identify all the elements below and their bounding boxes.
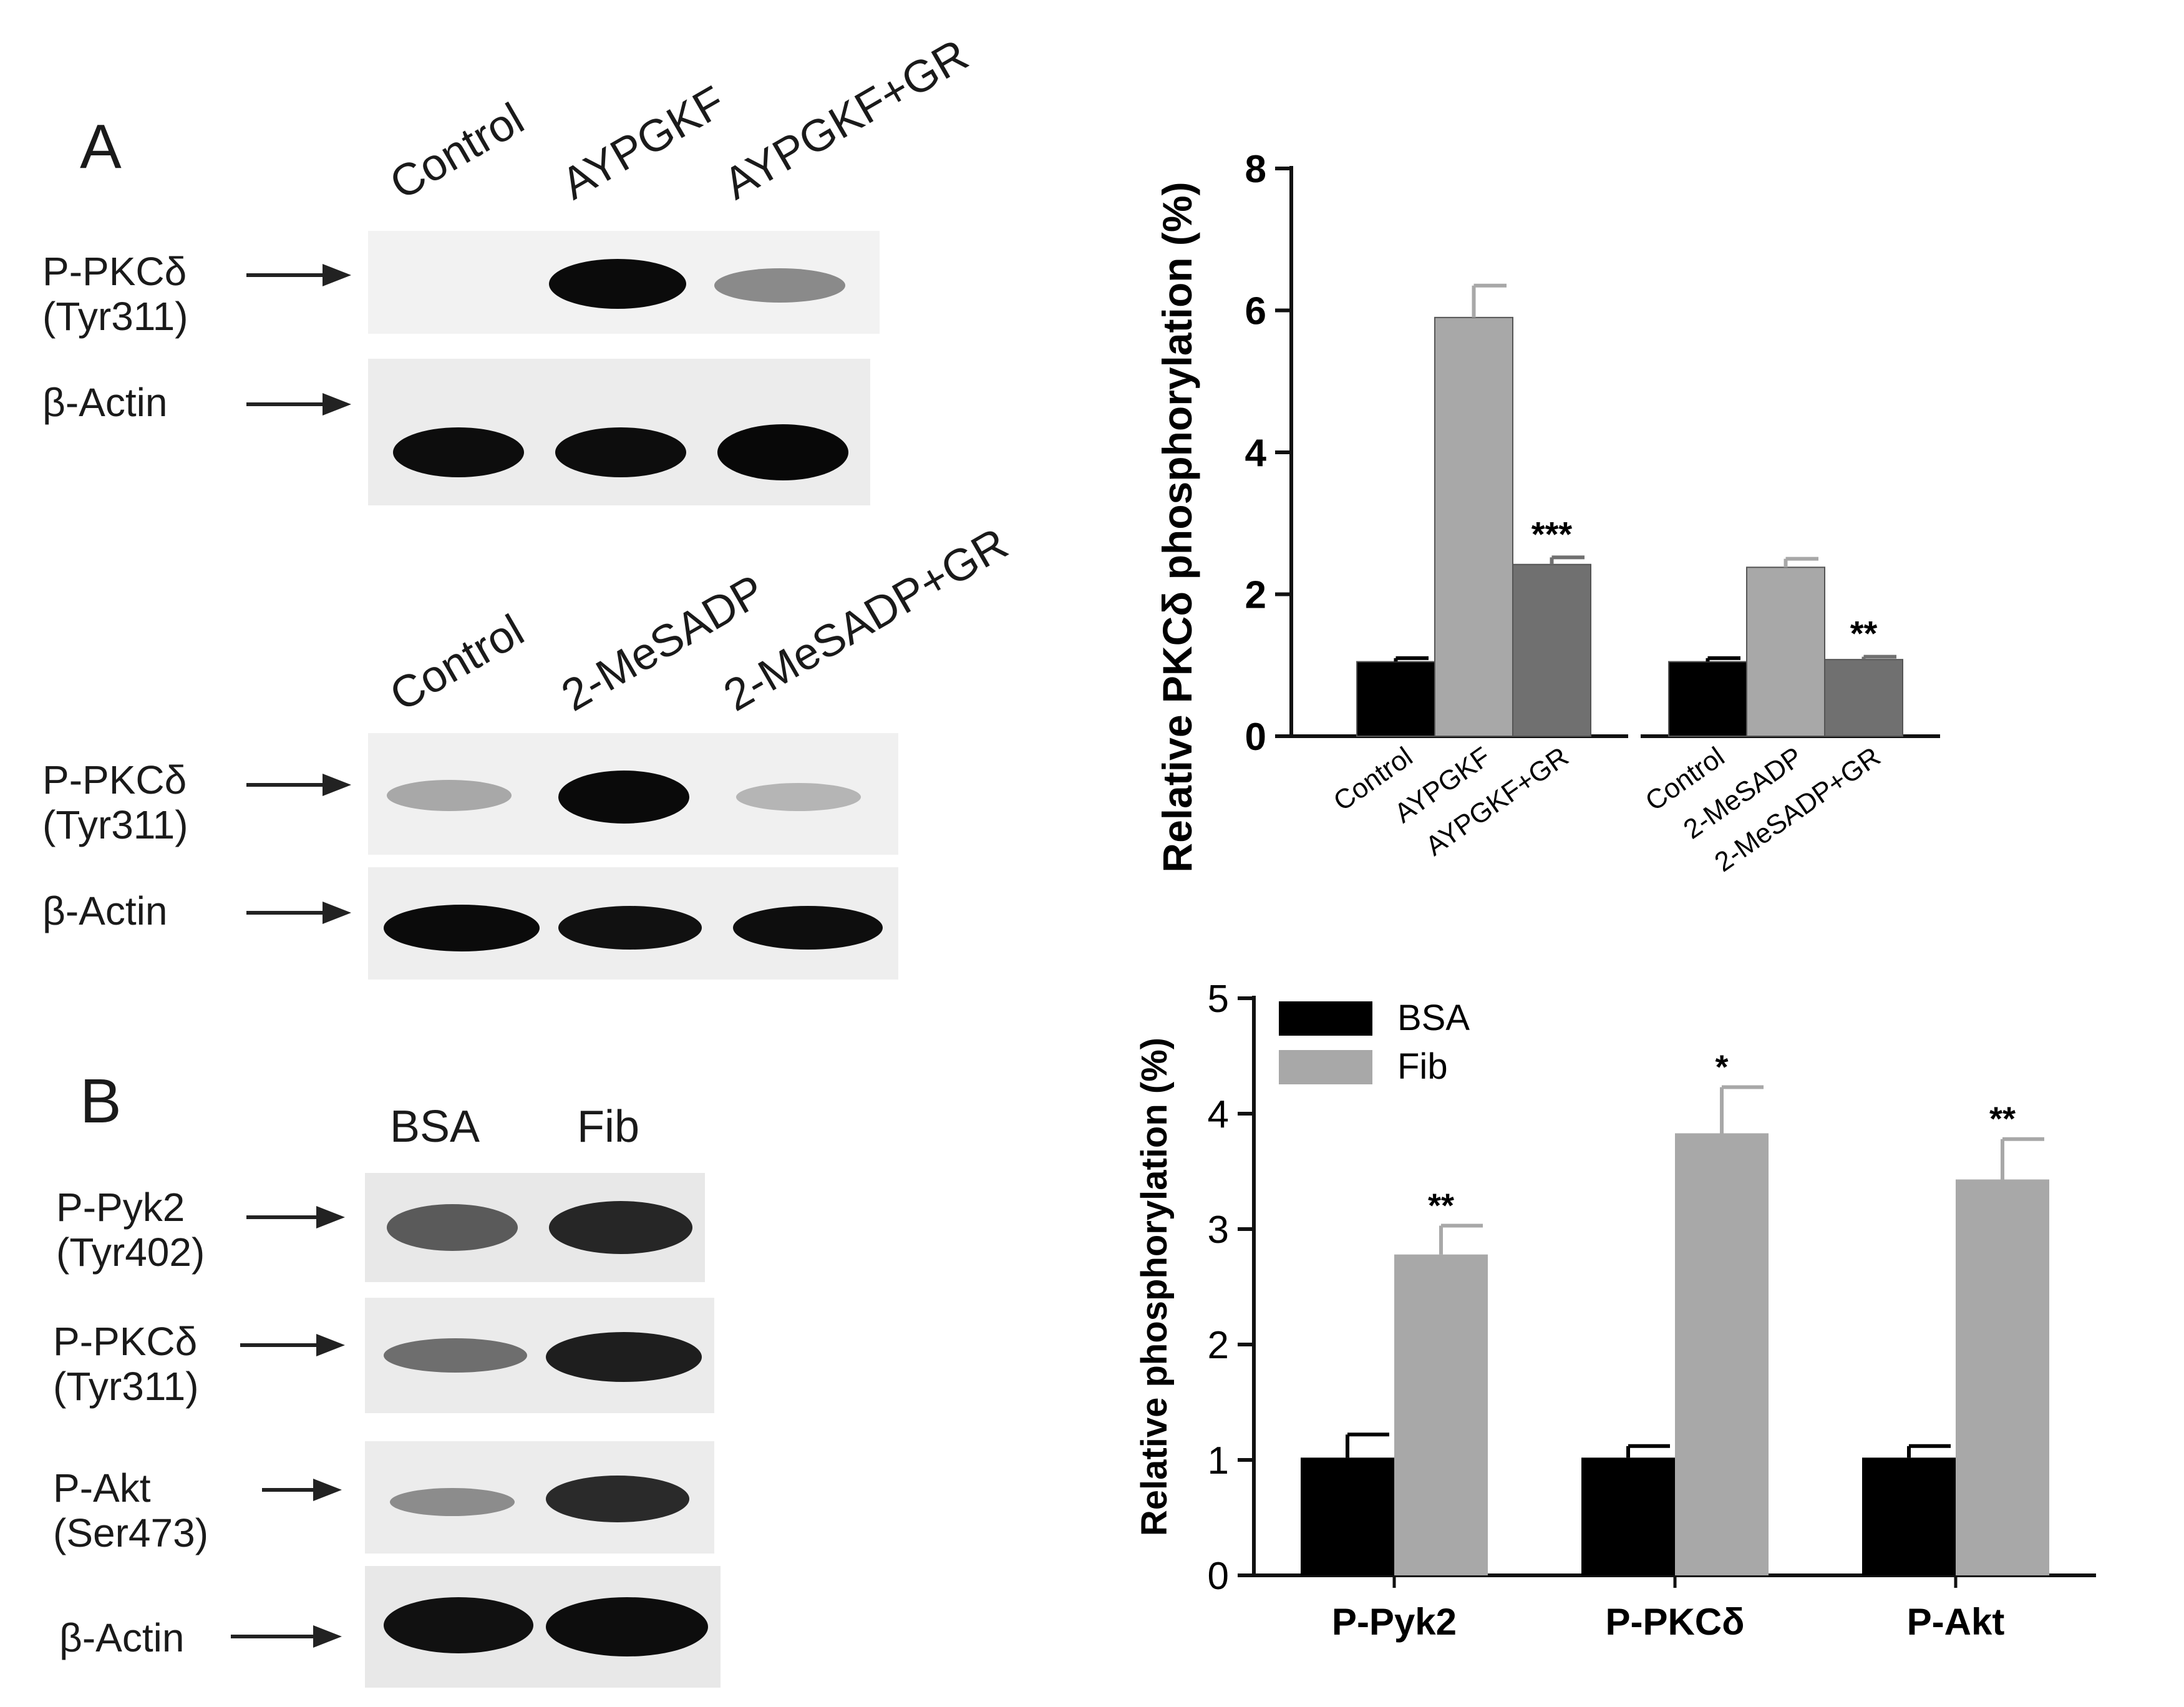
panel-b-ppkc-membrane bbox=[365, 1298, 714, 1413]
blot1-row-label: β-Actin bbox=[42, 380, 168, 425]
panel-a-letter: A bbox=[80, 112, 122, 182]
western-band bbox=[393, 427, 524, 477]
panel-b-actin-membrane bbox=[365, 1566, 721, 1688]
western-band bbox=[714, 268, 845, 303]
panel-b-lane-label: Fib bbox=[577, 1102, 640, 1152]
blot1-ppkc-membrane bbox=[368, 231, 880, 334]
arrow-icon bbox=[246, 1206, 345, 1228]
bar bbox=[1675, 1133, 1769, 1575]
panel-b-row-label: P-Pyk2 (Tyr402) bbox=[56, 1185, 205, 1275]
y-tick-label: 0 bbox=[1208, 1555, 1229, 1598]
bar bbox=[1824, 659, 1903, 737]
bar bbox=[1301, 1457, 1394, 1575]
western-band bbox=[384, 1338, 527, 1373]
arrow-icon bbox=[231, 1625, 342, 1648]
significance-label: ** bbox=[1428, 1187, 1454, 1224]
significance-label: ** bbox=[1850, 614, 1878, 653]
western-band bbox=[384, 1597, 533, 1653]
significance-label: *** bbox=[1531, 514, 1573, 553]
bar bbox=[1356, 661, 1435, 737]
y-tick-label: 8 bbox=[1245, 148, 1266, 191]
legend-swatch bbox=[1279, 1001, 1372, 1036]
bar bbox=[1956, 1179, 2049, 1575]
arrow-icon bbox=[246, 393, 351, 416]
western-band bbox=[546, 1597, 708, 1656]
western-band bbox=[546, 1332, 702, 1382]
blot1-lane-label: Control bbox=[382, 94, 533, 210]
panel-b-letter: B bbox=[80, 1066, 122, 1136]
western-band bbox=[558, 771, 689, 824]
panel-b-row-label: β-Actin bbox=[59, 1615, 185, 1660]
panel-b-ppyk2-membrane bbox=[365, 1173, 705, 1282]
x-tick-label: P-Akt bbox=[1907, 1601, 2005, 1643]
western-band bbox=[549, 259, 686, 309]
y-tick-label: 5 bbox=[1208, 978, 1229, 1021]
panel-b-row-label: P-Akt (Ser473) bbox=[53, 1466, 208, 1555]
western-band bbox=[390, 1488, 515, 1516]
bar bbox=[1668, 661, 1747, 737]
legend-swatch bbox=[1279, 1050, 1372, 1084]
blot2-ppkc-membrane bbox=[368, 733, 898, 855]
legend-label: BSA bbox=[1397, 998, 1470, 1038]
relative-phosphorylation-bar-chart: 0 1 2 3 4 5 ** P-Pyk2 * P-PKCδ ** P-Akt BSA Fib Relati… bbox=[1134, 978, 2096, 1643]
western-band bbox=[546, 1476, 689, 1522]
bar bbox=[1394, 1254, 1488, 1575]
y-tick-label: 4 bbox=[1208, 1093, 1229, 1136]
western-band bbox=[384, 905, 540, 951]
arrow-icon bbox=[240, 1334, 345, 1356]
blot1-actin-membrane bbox=[368, 359, 870, 505]
blot1-lane-label: AYPGKF bbox=[553, 76, 734, 210]
y-axis-label: Relative PKCδ phosphorylation (%) bbox=[1154, 182, 1200, 872]
x-tick-label: P-PKCδ bbox=[1605, 1601, 1744, 1643]
arrow-icon bbox=[246, 774, 351, 796]
y-tick-label: 4 bbox=[1245, 432, 1267, 475]
bar bbox=[1746, 567, 1825, 737]
bar bbox=[1512, 563, 1591, 737]
bar bbox=[1434, 316, 1513, 737]
y-tick-label: 6 bbox=[1245, 290, 1266, 333]
legend-label: Fib bbox=[1397, 1046, 1448, 1087]
blot2-actin-membrane bbox=[368, 867, 898, 980]
western-band bbox=[733, 906, 883, 950]
western-band bbox=[736, 783, 861, 811]
blot2-lane-label: 2-MeSADP+GR bbox=[716, 518, 1016, 721]
y-tick-label: 2 bbox=[1208, 1324, 1229, 1367]
western-band bbox=[558, 906, 702, 950]
y-tick-label: 1 bbox=[1208, 1439, 1229, 1482]
significance-label: ** bbox=[1989, 1101, 2016, 1138]
blot1-lane-label: AYPGKF+GR bbox=[716, 29, 977, 210]
blot2-lane-label: Control bbox=[382, 605, 533, 721]
blot2-row-label: β-Actin bbox=[42, 888, 168, 933]
bar bbox=[1581, 1457, 1675, 1575]
western-band bbox=[387, 780, 512, 811]
arrow-icon bbox=[246, 902, 351, 924]
western-band bbox=[549, 1201, 692, 1254]
y-tick-label: 3 bbox=[1208, 1209, 1229, 1252]
arrow-icon bbox=[246, 264, 351, 286]
y-axis-label: Relative phosphorylation (%) bbox=[1134, 1038, 1175, 1536]
panel-b-lane-label: BSA bbox=[390, 1102, 480, 1152]
y-tick-label: 2 bbox=[1245, 574, 1266, 617]
arrow-icon bbox=[262, 1479, 342, 1501]
western-band bbox=[555, 427, 686, 477]
blot1-row-label: P-PKCδ (Tyr311) bbox=[42, 249, 188, 339]
blot2-row-label: P-PKCδ (Tyr311) bbox=[42, 757, 188, 847]
y-tick-label: 0 bbox=[1245, 716, 1266, 759]
panel-b-pakt-membrane bbox=[365, 1441, 714, 1554]
significance-label: * bbox=[1715, 1048, 1728, 1086]
panel-b-row-label: P-PKCδ (Tyr311) bbox=[53, 1319, 199, 1409]
x-tick-label: P-Pyk2 bbox=[1332, 1601, 1457, 1643]
bar bbox=[1862, 1457, 1956, 1575]
western-band bbox=[387, 1204, 518, 1251]
western-band bbox=[717, 424, 848, 480]
